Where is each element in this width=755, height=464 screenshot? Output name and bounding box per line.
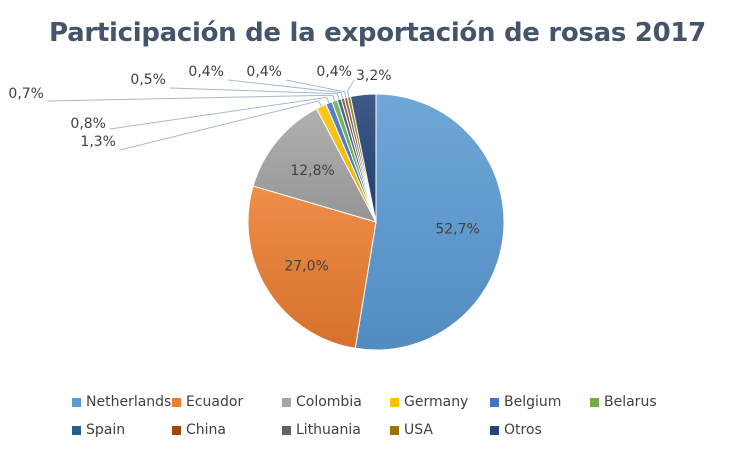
legend-swatch-spain — [72, 425, 81, 435]
legend-swatch-belarus — [590, 397, 599, 407]
legend-label-colombia: Colombia — [296, 394, 362, 410]
legend-swatch-germany — [390, 397, 399, 407]
legend-swatch-china — [172, 425, 181, 435]
legend-item-germany: Germany — [390, 394, 490, 410]
legend-label-belarus: Belarus — [604, 394, 657, 410]
slice-ecuador — [247, 185, 377, 349]
leader-line-spain — [169, 87, 340, 100]
legend-item-otros: Otros — [490, 422, 590, 438]
legend-item-colombia: Colombia — [282, 394, 390, 410]
data-label-lithuania: 0,4% — [246, 64, 282, 80]
chart-title: Participación de la exportación de rosas… — [49, 18, 706, 48]
leader-line-lithuania — [285, 79, 347, 98]
legend-item-ecuador: Ecuador — [172, 394, 282, 410]
leader-line-belgium — [109, 96, 330, 130]
data-label-otros: 3,2% — [356, 68, 392, 84]
data-label-usa: 0,4% — [316, 64, 352, 80]
legend-swatch-colombia — [282, 397, 291, 407]
legend-item-netherlands: Netherlands — [72, 394, 172, 410]
legend-item-usa: USA — [390, 422, 490, 438]
leader-line-china — [227, 79, 344, 99]
legend-swatch-usa — [390, 425, 399, 435]
data-label-ecuador: 27,0% — [284, 259, 328, 275]
legend-label-ecuador: Ecuador — [186, 394, 244, 410]
data-label-china: 0,4% — [188, 64, 224, 80]
legend-swatch-netherlands — [72, 397, 81, 407]
legend-item-belarus: Belarus — [590, 394, 690, 410]
slice-otros — [349, 93, 377, 223]
legend-swatch-otros — [490, 425, 499, 435]
data-labels: 52,7% 27,0% 12,8% 1,3% 0,8% 0,7% 0,5% 0,4% 0,4% 0… — [8, 64, 479, 275]
legend-label-germany: Germany — [404, 394, 469, 410]
legend-label-china: China — [186, 422, 226, 438]
legend-swatch-lithuania — [282, 425, 291, 435]
legend-item-spain: Spain — [72, 422, 172, 438]
legend-label-otros: Otros — [504, 422, 542, 438]
legend-label-netherlands: Netherlands — [86, 394, 172, 410]
leader-line-belarus — [47, 94, 336, 102]
leader-lines — [47, 79, 355, 151]
legend-label-belgium: Belgium — [504, 394, 562, 410]
slice-netherlands — [354, 93, 505, 351]
data-label-belarus: 0,7% — [8, 86, 44, 102]
data-label-spain: 0,5% — [130, 72, 166, 88]
leader-line-germany — [119, 100, 322, 151]
data-label-germany: 1,3% — [80, 134, 116, 150]
data-label-colombia: 12,8% — [290, 163, 334, 179]
legend-item-belgium: Belgium — [490, 394, 590, 410]
legend-item-lithuania: Lithuania — [282, 422, 390, 438]
data-label-netherlands: 52,7% — [435, 222, 479, 238]
legend-item-china: China — [172, 422, 282, 438]
slice-colombia — [252, 107, 377, 223]
legend-swatch-belgium — [490, 397, 499, 407]
legend-label-usa: USA — [404, 422, 433, 438]
leader-line-usa — [347, 79, 355, 98]
legend: Netherlands Ecuador Colombia Germany Belgium… — [72, 394, 712, 438]
data-label-belgium: 0,8% — [70, 116, 106, 132]
legend-swatch-ecuador — [172, 397, 181, 407]
legend-label-spain: Spain — [86, 422, 126, 438]
pie-slices — [247, 93, 505, 351]
legend-label-lithuania: Lithuania — [296, 422, 361, 438]
